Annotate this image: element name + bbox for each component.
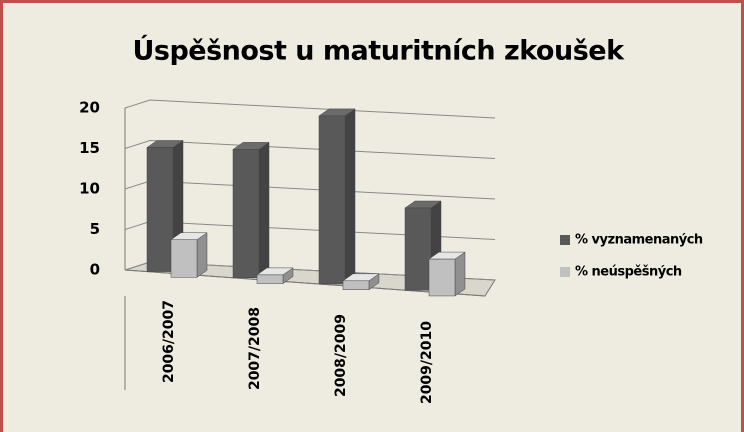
y-tick-label: 20 (79, 99, 100, 117)
x-tick-label: 2006/2007 (161, 300, 177, 383)
y-tick-label: 15 (79, 139, 100, 157)
x-tick-label: 2007/2008 (247, 307, 263, 390)
bar (428, 251, 466, 297)
bar-side (258, 141, 270, 279)
y-tick-label: 10 (79, 180, 100, 198)
bar (342, 273, 380, 291)
bar-front (256, 274, 284, 284)
bar-side (344, 108, 356, 285)
bar-front (318, 115, 346, 285)
bar-side (196, 232, 208, 278)
bar-front (342, 280, 370, 290)
y-tick-label: 5 (90, 220, 100, 238)
bar-front (170, 239, 198, 278)
grid-line (124, 139, 496, 159)
y-tick-label: 0 (90, 261, 100, 279)
chart-title: Úspěšnost u maturitních zkoušek (132, 35, 625, 67)
bar-front (428, 258, 456, 297)
bar (232, 141, 270, 279)
bar-front (146, 147, 174, 272)
plot-area: 0 5 10 15 20 2006/2007 2007/2008 2008/2009 2009/… (79, 99, 703, 405)
grid-line (124, 99, 496, 119)
x-tick-label: 2008/2009 (333, 314, 349, 397)
bar-front (232, 149, 260, 279)
bar-side (454, 251, 466, 297)
bar (318, 108, 356, 285)
legend-label: % neúspěšných (575, 265, 682, 280)
legend-swatch (560, 267, 570, 277)
legend-label: % vyznamenaných (575, 233, 703, 248)
bar-front (404, 207, 432, 291)
bar (256, 267, 294, 285)
x-tick-label: 2009/2010 (419, 321, 435, 404)
legend-swatch (560, 235, 570, 245)
bar (170, 232, 208, 278)
